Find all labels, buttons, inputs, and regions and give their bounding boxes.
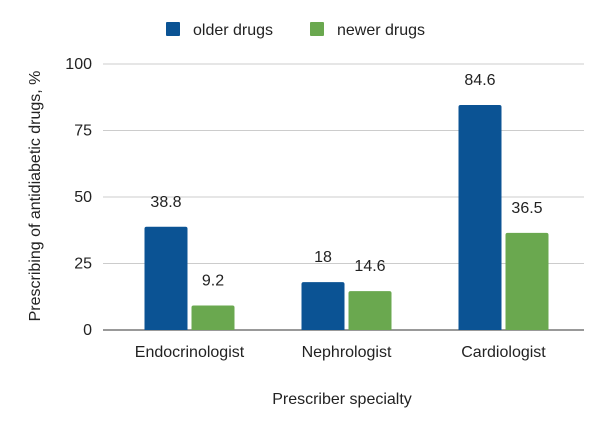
bar-newer-endocrinologist [191,305,235,330]
y-tick-label: 75 [74,123,92,140]
x-tick-label: Nephrologist [302,344,392,361]
x-tick-label: Cardiologist [461,344,546,361]
bar-older-cardiologist [458,104,502,331]
x-axis-title: Prescriber specialty [272,391,412,408]
legend-swatch [310,22,324,36]
y-tick-label: 0 [83,322,92,339]
y-tick-label: 25 [74,256,92,273]
y-tick-label: 100 [65,56,92,73]
legend-label: older drugs [193,22,273,39]
data-labels: 38.8 9.2 Endocrinologist 18 14.6 Nephrologist… [135,72,547,361]
bar-older-endocrinologist [144,226,188,330]
y-tick-label: 50 [74,189,92,206]
legend: older drugs newer drugs [166,22,425,39]
x-tick-label: Endocrinologist [135,344,245,361]
bar-older-nephrologist [301,282,345,330]
bars [144,104,549,331]
data-label: 38.8 [150,194,181,211]
y-axis-title: Prescribing of antidiabetic drugs, % [27,71,44,322]
data-label: 14.6 [354,258,385,275]
data-label: 9.2 [202,273,224,290]
gridlines: 0 25 50 75 100 [65,56,584,339]
bar-newer-nephrologist [348,291,392,330]
data-label: 84.6 [464,72,495,89]
legend-label: newer drugs [337,22,425,39]
data-label: 18 [314,249,332,266]
bar-newer-cardiologist [505,232,549,330]
data-label: 36.5 [511,200,542,217]
legend-swatch [166,22,180,36]
